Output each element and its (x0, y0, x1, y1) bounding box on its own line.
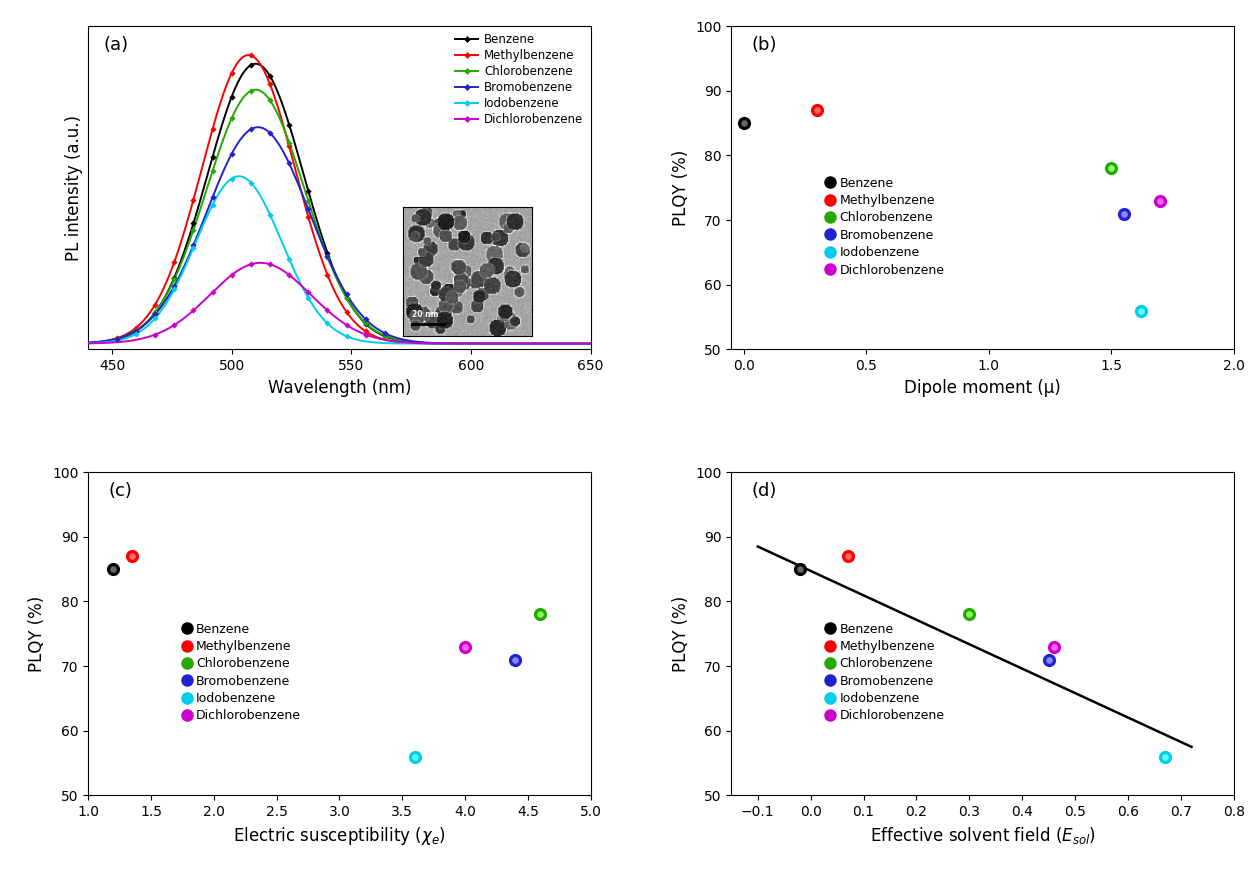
X-axis label: Effective solvent field ($E_{sol}$): Effective solvent field ($E_{sol}$) (870, 824, 1095, 846)
Point (1102, 162, 1122, 176)
Point (454, 640, 475, 654)
Point (1044, 640, 1064, 654)
Point (959, 607, 980, 621)
Point (404, 750, 424, 764)
Point (1113, 206, 1133, 220)
Point (1113, 206, 1133, 220)
Point (1151, 194, 1171, 208)
Point (959, 607, 980, 621)
Point (505, 653, 525, 667)
Point (454, 640, 475, 654)
Point (807, 103, 827, 117)
Point (404, 750, 424, 764)
Point (837, 549, 857, 563)
Point (837, 549, 857, 563)
Point (1155, 750, 1175, 764)
Legend: Benzene, Methylbenzene, Chlorobenzene, Bromobenzene, Iodobenzene, Dichlorobenzen: Benzene, Methylbenzene, Chlorobenzene, B… (179, 618, 306, 727)
Point (1039, 653, 1059, 667)
X-axis label: Electric susceptibility ($\chi_e$): Electric susceptibility ($\chi_e$) (233, 824, 446, 847)
Point (789, 562, 810, 576)
Point (1151, 194, 1171, 208)
Text: (d): (d) (752, 482, 777, 500)
Legend: Benzene, Methylbenzene, Chlorobenzene, Bromobenzene, Iodobenzene, Dichlorobenzen: Benzene, Methylbenzene, Chlorobenzene, B… (822, 171, 949, 281)
Point (789, 562, 810, 576)
Point (1044, 640, 1064, 654)
Point (734, 116, 754, 130)
Y-axis label: PLQY (%): PLQY (%) (29, 596, 47, 672)
Point (103, 562, 123, 576)
Y-axis label: PLQY (%): PLQY (%) (671, 596, 690, 672)
Point (103, 562, 123, 576)
Point (1131, 303, 1151, 317)
Text: (a): (a) (103, 36, 128, 54)
Point (1039, 653, 1059, 667)
Y-axis label: PLQY (%): PLQY (%) (671, 149, 690, 225)
X-axis label: Wavelength (nm): Wavelength (nm) (268, 378, 412, 397)
Text: (b): (b) (752, 36, 777, 54)
Point (530, 607, 550, 621)
Y-axis label: PL intensity (a.u.): PL intensity (a.u.) (64, 114, 83, 260)
Point (530, 607, 550, 621)
X-axis label: Dipole moment (μ): Dipole moment (μ) (904, 378, 1061, 397)
Point (1102, 162, 1122, 176)
Point (122, 549, 142, 563)
Point (1155, 750, 1175, 764)
Text: (c): (c) (108, 482, 132, 500)
Point (1131, 303, 1151, 317)
Point (122, 549, 142, 563)
Legend: Benzene, Methylbenzene, Chlorobenzene, Bromobenzene, Iodobenzene, Dichlorobenzen: Benzene, Methylbenzene, Chlorobenzene, B… (822, 618, 949, 727)
Point (734, 116, 754, 130)
Legend: Benzene, Methylbenzene, Chlorobenzene, Bromobenzene, Iodobenzene, Dichlorobenzen: Benzene, Methylbenzene, Chlorobenzene, B… (449, 29, 588, 131)
Point (505, 653, 525, 667)
Point (807, 103, 827, 117)
